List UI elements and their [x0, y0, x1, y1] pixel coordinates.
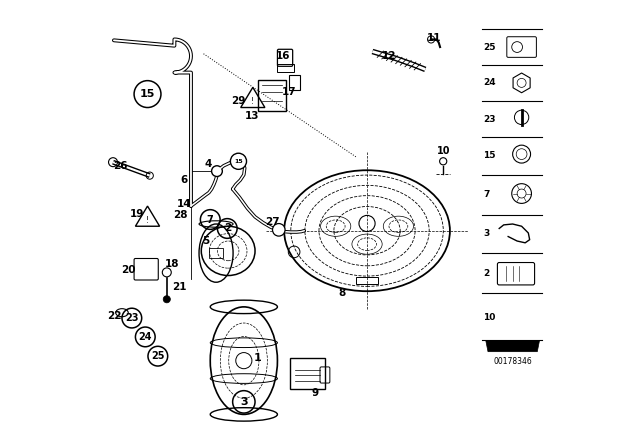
Text: 15: 15 [140, 89, 156, 99]
Text: 7: 7 [207, 215, 214, 224]
Text: 10: 10 [437, 146, 451, 156]
Bar [276, 64, 294, 72]
Circle shape [212, 166, 222, 177]
Text: 9: 9 [311, 388, 318, 398]
Text: 16: 16 [276, 51, 291, 61]
Text: 3: 3 [240, 397, 248, 407]
Text: 29: 29 [231, 96, 246, 106]
Text: 1: 1 [253, 353, 261, 363]
Text: 2: 2 [223, 224, 231, 233]
Text: 28: 28 [173, 210, 188, 220]
Text: 13: 13 [244, 112, 259, 121]
Text: 24: 24 [138, 332, 152, 342]
Text: 8: 8 [338, 289, 345, 298]
Text: 4: 4 [204, 159, 212, 169]
Text: 12: 12 [382, 51, 397, 61]
Circle shape [230, 153, 246, 169]
Text: 2: 2 [484, 269, 490, 278]
Text: 24: 24 [484, 78, 496, 87]
Circle shape [163, 296, 170, 303]
Text: 5: 5 [202, 236, 209, 246]
Text: 27: 27 [265, 217, 280, 227]
Text: 19: 19 [130, 209, 145, 219]
Text: 11: 11 [427, 33, 442, 43]
Text: 18: 18 [165, 259, 179, 269]
Text: 21: 21 [172, 282, 186, 292]
Polygon shape [486, 340, 540, 352]
Text: 26: 26 [113, 161, 128, 171]
Text: 23: 23 [125, 313, 139, 323]
Text: 25: 25 [151, 351, 164, 361]
Text: !: ! [252, 97, 254, 106]
Text: 3: 3 [484, 229, 490, 238]
Bar [209, 248, 223, 258]
Text: 20: 20 [121, 265, 136, 275]
Text: 15: 15 [234, 159, 243, 164]
Text: 23: 23 [484, 115, 496, 124]
Text: 7: 7 [484, 190, 490, 199]
Text: 00178346: 00178346 [493, 358, 532, 366]
Text: 25: 25 [484, 43, 496, 52]
Text: 22: 22 [107, 311, 121, 321]
Circle shape [273, 224, 285, 236]
Text: 10: 10 [484, 313, 496, 322]
Text: 14: 14 [177, 199, 191, 209]
Text: 15: 15 [484, 151, 496, 160]
Text: 6: 6 [180, 175, 188, 185]
Text: !: ! [146, 215, 149, 225]
Text: 17: 17 [282, 87, 297, 97]
Bar [356, 277, 378, 284]
